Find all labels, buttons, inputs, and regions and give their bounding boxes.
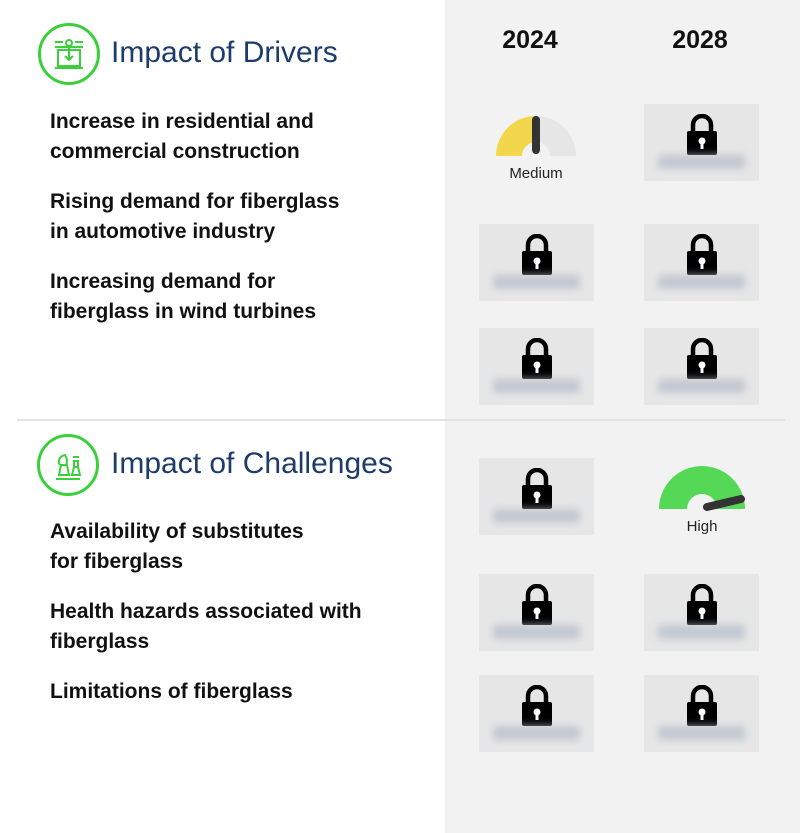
challenge-item-1: Availability of substitutes for fiberglas… bbox=[50, 520, 304, 573]
blurred-placeholder bbox=[493, 726, 580, 740]
locked-impact-tile[interactable] bbox=[644, 574, 759, 651]
challenges-title: Impact of Challenges bbox=[111, 447, 393, 480]
challenge-item-2: Health hazards associated with fiberglass bbox=[50, 600, 362, 653]
locked-impact-tile[interactable] bbox=[479, 458, 594, 535]
lock-icon bbox=[521, 338, 552, 379]
drivers-machine-icon bbox=[38, 23, 100, 85]
blurred-placeholder bbox=[658, 379, 745, 393]
high-gauge: High bbox=[647, 465, 757, 535]
locked-impact-tile[interactable] bbox=[479, 574, 594, 651]
blurred-placeholder bbox=[658, 726, 745, 740]
year-2028-header: 2028 bbox=[672, 26, 728, 54]
lock-icon bbox=[686, 685, 717, 726]
blurred-placeholder bbox=[658, 155, 745, 169]
blurred-placeholder bbox=[493, 625, 580, 639]
section-divider bbox=[17, 419, 785, 421]
locked-impact-tile[interactable] bbox=[479, 675, 594, 752]
lock-icon bbox=[686, 338, 717, 379]
locked-impact-tile[interactable] bbox=[479, 328, 594, 405]
lock-icon bbox=[686, 584, 717, 625]
locked-impact-tile[interactable] bbox=[644, 224, 759, 301]
lock-icon bbox=[521, 584, 552, 625]
year-2024-header: 2024 bbox=[502, 26, 558, 54]
gauge-label: Medium bbox=[509, 165, 563, 182]
challenge-item-3: Limitations of fiberglass bbox=[50, 680, 293, 703]
gauge-label: High bbox=[686, 518, 718, 535]
locked-impact-tile[interactable] bbox=[644, 104, 759, 181]
blurred-placeholder bbox=[658, 625, 745, 639]
lock-icon bbox=[521, 468, 552, 509]
lock-icon bbox=[521, 234, 552, 275]
driver-item-1: Increase in residential and commercial co… bbox=[50, 110, 314, 163]
driver-item-3: Increasing demand for fiberglass in wind … bbox=[50, 270, 317, 323]
blurred-placeholder bbox=[493, 509, 580, 523]
drivers-title: Impact of Drivers bbox=[111, 36, 338, 69]
lock-icon bbox=[686, 114, 717, 155]
blurred-placeholder bbox=[493, 275, 580, 289]
locked-impact-tile[interactable] bbox=[644, 675, 759, 752]
lock-icon bbox=[686, 234, 717, 275]
blurred-placeholder bbox=[658, 275, 745, 289]
locked-impact-tile[interactable] bbox=[644, 328, 759, 405]
medium-gauge: Medium bbox=[481, 112, 591, 182]
lock-icon bbox=[521, 685, 552, 726]
locked-impact-tile[interactable] bbox=[479, 224, 594, 301]
blurred-placeholder bbox=[493, 379, 580, 393]
chess-pieces-icon bbox=[37, 434, 99, 496]
driver-item-2: Rising demand for fiberglass in automotiv… bbox=[50, 190, 340, 243]
